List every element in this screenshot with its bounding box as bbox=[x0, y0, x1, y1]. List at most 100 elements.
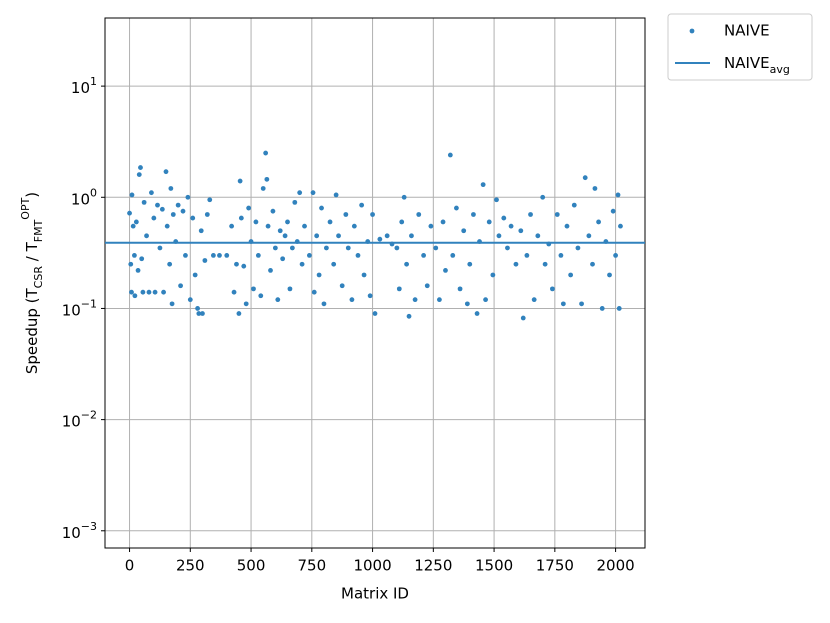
data-point bbox=[268, 267, 273, 273]
data-point bbox=[217, 253, 222, 258]
data-point bbox=[461, 228, 467, 234]
data-point bbox=[401, 194, 407, 200]
data-point bbox=[170, 212, 176, 217]
data-point bbox=[251, 286, 256, 292]
data-point bbox=[339, 283, 345, 289]
data-point bbox=[399, 219, 405, 225]
data-point bbox=[524, 253, 530, 258]
data-point bbox=[501, 215, 507, 221]
y-tick-label: 10−2 bbox=[62, 408, 97, 430]
data-point bbox=[138, 165, 143, 170]
data-point bbox=[359, 202, 365, 208]
data-point bbox=[590, 261, 595, 267]
data-point bbox=[236, 311, 242, 316]
y-tick-label: 10−1 bbox=[62, 297, 97, 319]
data-point bbox=[464, 301, 470, 307]
data-point bbox=[568, 272, 574, 278]
data-point bbox=[136, 172, 142, 177]
data-point bbox=[343, 212, 349, 217]
data-point bbox=[141, 199, 147, 205]
y-axis-label: Speedup (TCSR / TFMTOPT) bbox=[19, 192, 45, 374]
data-point bbox=[518, 228, 524, 234]
data-point bbox=[571, 202, 577, 208]
data-point bbox=[190, 215, 196, 221]
data-point bbox=[394, 245, 400, 251]
plot-marks bbox=[105, 150, 645, 321]
x-tick-label: 500 bbox=[237, 557, 266, 575]
data-point bbox=[155, 202, 160, 208]
y-tick-label: 100 bbox=[71, 186, 97, 208]
data-point bbox=[355, 253, 361, 258]
data-point bbox=[615, 192, 621, 198]
data-point bbox=[246, 205, 252, 211]
data-point bbox=[540, 194, 546, 200]
data-point bbox=[560, 301, 566, 307]
data-point bbox=[582, 175, 588, 181]
data-point bbox=[550, 286, 555, 292]
data-point bbox=[243, 301, 249, 307]
data-point bbox=[416, 212, 422, 217]
x-tick-label: 750 bbox=[297, 557, 326, 575]
data-point bbox=[192, 272, 198, 278]
data-point bbox=[280, 256, 286, 262]
data-point bbox=[321, 301, 327, 307]
data-point bbox=[596, 219, 601, 225]
data-point bbox=[535, 233, 541, 239]
data-point bbox=[599, 306, 605, 311]
data-point bbox=[508, 223, 514, 229]
data-point bbox=[323, 245, 329, 251]
data-point bbox=[129, 289, 134, 295]
legend-label: NAIVE bbox=[724, 22, 770, 40]
data-point bbox=[282, 233, 288, 239]
data-point bbox=[234, 261, 239, 267]
data-point bbox=[467, 261, 473, 267]
data-point bbox=[132, 253, 137, 258]
data-point bbox=[513, 261, 519, 267]
data-point bbox=[164, 223, 170, 229]
data-point bbox=[255, 253, 261, 258]
data-point bbox=[486, 219, 492, 225]
data-point bbox=[285, 219, 290, 225]
data-point bbox=[229, 223, 235, 229]
data-point bbox=[433, 245, 439, 251]
data-point bbox=[224, 253, 230, 258]
data-point bbox=[409, 233, 414, 239]
data-point bbox=[450, 253, 456, 258]
data-point bbox=[198, 228, 204, 234]
y-tick-label: 101 bbox=[71, 75, 97, 97]
data-point bbox=[428, 223, 434, 229]
data-point bbox=[175, 202, 181, 208]
data-point bbox=[292, 199, 298, 205]
data-point bbox=[277, 228, 283, 234]
data-point bbox=[586, 233, 592, 239]
legend-marker bbox=[689, 28, 695, 34]
data-point bbox=[336, 233, 341, 239]
data-point bbox=[299, 261, 305, 267]
data-point bbox=[564, 223, 570, 229]
data-point bbox=[496, 233, 502, 239]
data-point bbox=[275, 297, 281, 303]
data-point bbox=[494, 197, 499, 203]
data-point bbox=[207, 197, 213, 203]
data-point bbox=[238, 215, 244, 221]
data-point bbox=[157, 245, 163, 251]
data-point bbox=[132, 293, 138, 299]
data-point bbox=[483, 297, 488, 303]
data-point bbox=[406, 313, 412, 319]
data-point bbox=[310, 190, 316, 196]
data-point bbox=[474, 311, 480, 316]
x-tick-label: 1250 bbox=[414, 557, 452, 575]
data-point bbox=[377, 236, 383, 242]
data-point bbox=[613, 253, 618, 258]
data-point bbox=[610, 208, 616, 214]
data-point bbox=[404, 261, 409, 267]
data-point bbox=[490, 272, 496, 278]
x-axis-label: Matrix ID bbox=[341, 585, 409, 603]
data-point bbox=[272, 245, 278, 251]
data-point bbox=[183, 253, 188, 258]
data-point bbox=[554, 212, 560, 217]
data-point bbox=[297, 190, 303, 196]
data-point bbox=[146, 289, 152, 295]
y-tick-label: 10−3 bbox=[62, 519, 97, 541]
